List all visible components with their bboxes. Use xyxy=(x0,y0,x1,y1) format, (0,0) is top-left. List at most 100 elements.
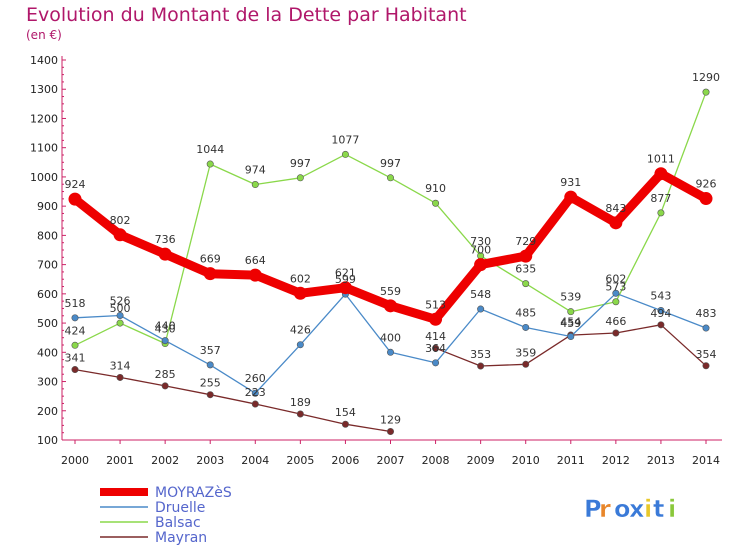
data-label: 359 xyxy=(515,346,536,359)
data-label: 341 xyxy=(65,352,86,365)
legend-label-moyrazès: MOYRAZèS xyxy=(155,485,232,501)
data-label: 730 xyxy=(470,235,491,248)
data-label: 974 xyxy=(245,164,266,177)
data-point xyxy=(203,267,217,281)
data-point xyxy=(251,400,259,408)
data-point xyxy=(609,216,623,230)
x-tick-label: 2014 xyxy=(692,454,720,467)
x-tick-label: 2012 xyxy=(602,454,630,467)
chart-title: Evolution du Montant de la Dette par Hab… xyxy=(26,4,467,26)
data-label: 729 xyxy=(515,235,536,248)
data-label: 559 xyxy=(380,285,401,298)
x-tick-label: 2004 xyxy=(241,454,269,467)
data-point xyxy=(341,420,349,428)
data-label: 255 xyxy=(200,377,221,390)
logo-letter: i xyxy=(644,495,652,523)
data-label: 910 xyxy=(425,182,446,195)
data-label: 440 xyxy=(155,320,176,333)
data-point xyxy=(432,359,440,367)
data-point xyxy=(702,88,710,96)
data-point xyxy=(386,348,394,356)
x-tick-label: 2006 xyxy=(331,454,359,467)
data-label: 353 xyxy=(470,348,491,361)
x-tick-label: 2007 xyxy=(377,454,405,467)
y-tick-label: 300 xyxy=(37,376,58,389)
x-tick-label: 2001 xyxy=(106,454,134,467)
data-label: 513 xyxy=(425,298,446,311)
data-label: 400 xyxy=(380,331,401,344)
y-tick-label: 400 xyxy=(37,346,58,359)
logo-letter: x xyxy=(629,495,645,523)
data-label: 485 xyxy=(515,306,536,319)
data-point xyxy=(612,298,620,306)
data-point xyxy=(293,286,307,300)
data-point xyxy=(251,389,259,397)
data-point xyxy=(654,167,668,181)
data-point xyxy=(296,410,304,418)
data-label: 500 xyxy=(110,302,131,315)
data-label: 354 xyxy=(696,348,717,361)
x-tick-label: 2013 xyxy=(647,454,675,467)
data-point xyxy=(161,382,169,390)
data-point xyxy=(474,258,488,272)
data-point xyxy=(429,312,443,326)
logo-letter: i xyxy=(668,495,676,523)
data-label: 621 xyxy=(335,267,356,280)
data-label: 931 xyxy=(560,176,581,189)
data-label: 414 xyxy=(425,330,446,343)
data-point xyxy=(206,391,214,399)
data-point xyxy=(702,362,710,370)
y-tick-label: 1100 xyxy=(30,142,58,155)
data-point xyxy=(612,289,620,297)
data-label: 526 xyxy=(110,294,131,307)
data-point xyxy=(519,249,533,263)
data-label: 926 xyxy=(696,178,717,191)
data-point xyxy=(657,321,665,329)
data-point xyxy=(206,361,214,369)
logo-letter: r xyxy=(599,495,611,523)
legend-label-balsac: Balsac xyxy=(155,515,201,531)
data-point xyxy=(338,281,352,295)
data-point xyxy=(567,333,575,341)
data-point xyxy=(522,280,530,288)
data-point xyxy=(522,360,530,368)
data-point xyxy=(71,314,79,322)
data-point xyxy=(386,174,394,182)
data-point xyxy=(116,373,124,381)
data-point xyxy=(477,362,485,370)
data-label: 314 xyxy=(110,359,131,372)
x-tick-label: 2002 xyxy=(151,454,179,467)
y-tick-label: 500 xyxy=(37,317,58,330)
data-point xyxy=(248,268,262,282)
data-point xyxy=(251,181,259,189)
data-label: 357 xyxy=(200,344,221,357)
data-point xyxy=(384,299,397,313)
data-point xyxy=(699,192,713,206)
data-point xyxy=(116,311,124,319)
data-label: 664 xyxy=(245,254,266,267)
x-tick-label: 2003 xyxy=(196,454,224,467)
data-label: 602 xyxy=(605,272,626,285)
data-point xyxy=(432,199,440,207)
y-tick-label: 900 xyxy=(37,200,58,213)
data-label: 285 xyxy=(155,368,176,381)
data-label: 1077 xyxy=(331,133,359,146)
logo-letter: t xyxy=(653,495,664,523)
x-tick-label: 2009 xyxy=(467,454,495,467)
data-label: 997 xyxy=(290,157,311,170)
data-point xyxy=(71,341,79,349)
data-label: 424 xyxy=(65,324,86,337)
data-point xyxy=(432,344,440,352)
data-label: 426 xyxy=(290,324,311,337)
y-tick-label: 700 xyxy=(37,259,58,272)
data-point xyxy=(657,307,665,315)
data-point xyxy=(564,190,578,204)
y-tick-label: 200 xyxy=(37,405,58,418)
y-tick-label: 1300 xyxy=(30,83,58,96)
data-point xyxy=(161,337,169,345)
data-label: 364 xyxy=(425,342,446,355)
data-label: 1290 xyxy=(692,71,720,84)
x-tick-label: 2011 xyxy=(557,454,585,467)
data-label: 430 xyxy=(155,323,176,336)
